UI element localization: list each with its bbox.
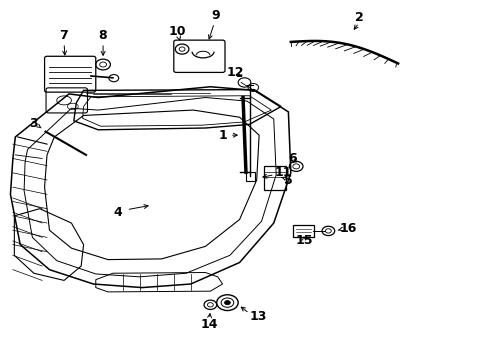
Text: 4: 4: [113, 206, 122, 219]
Text: 16: 16: [339, 222, 356, 235]
Text: 6: 6: [287, 152, 296, 165]
Text: 11: 11: [274, 166, 292, 179]
Text: 10: 10: [168, 25, 185, 38]
Text: 8: 8: [98, 29, 106, 42]
Circle shape: [224, 301, 230, 305]
Text: 12: 12: [226, 66, 244, 79]
Text: 2: 2: [354, 12, 363, 24]
Text: 9: 9: [210, 9, 219, 22]
Text: 13: 13: [249, 310, 266, 324]
Text: 5: 5: [284, 174, 292, 187]
Text: 7: 7: [59, 29, 67, 42]
Text: 14: 14: [200, 318, 218, 331]
Text: 3: 3: [29, 117, 38, 130]
Text: 1: 1: [218, 129, 226, 142]
Text: 15: 15: [295, 234, 312, 247]
